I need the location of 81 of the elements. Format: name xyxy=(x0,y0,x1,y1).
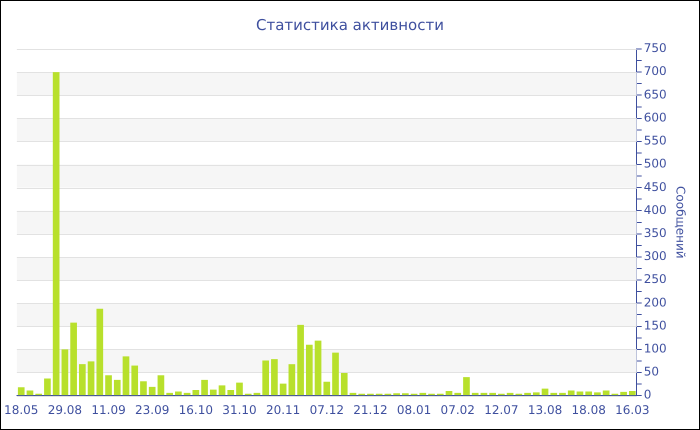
bar xyxy=(542,388,548,396)
bar xyxy=(288,364,296,396)
y-tick-label: 450 xyxy=(644,180,667,194)
x-tick-label: 23.09 xyxy=(135,402,170,417)
bar xyxy=(463,377,470,396)
bar xyxy=(44,378,51,396)
y-tick-label: 350 xyxy=(644,226,667,240)
y-tick-label: 100 xyxy=(644,342,667,356)
bar xyxy=(314,340,322,396)
bar xyxy=(26,390,34,396)
y-axis-title: Сообщений xyxy=(674,186,688,259)
bar xyxy=(297,324,304,396)
bar xyxy=(105,375,112,396)
bar xyxy=(446,390,452,396)
bar xyxy=(594,392,601,396)
bar xyxy=(262,360,270,396)
bar xyxy=(576,391,584,396)
x-tick-label: 29.08 xyxy=(48,402,82,417)
bar xyxy=(218,385,226,396)
bar xyxy=(227,390,234,396)
x-tick-label: 12.07 xyxy=(484,402,519,417)
x-tick-label: 20.11 xyxy=(266,402,300,417)
y-tick-label: 300 xyxy=(644,249,667,264)
x-tick-label: 08.01 xyxy=(396,402,432,417)
bar xyxy=(62,349,68,396)
bar xyxy=(88,361,94,396)
bar xyxy=(559,392,566,396)
x-tick-label: 18.08 xyxy=(572,402,606,417)
bar xyxy=(271,359,278,396)
y-tick-label: 50 xyxy=(644,364,659,379)
bar xyxy=(585,391,592,396)
bar xyxy=(79,364,86,396)
bar xyxy=(340,372,348,396)
y-tick-label: 250 xyxy=(644,272,667,286)
y-tick-label: 650 xyxy=(644,87,667,102)
x-tick-label: 07.02 xyxy=(440,402,475,417)
bar xyxy=(524,392,531,396)
bar xyxy=(148,386,156,396)
bar xyxy=(602,390,610,396)
bar xyxy=(568,390,575,396)
bar xyxy=(332,352,339,396)
bar xyxy=(280,384,286,396)
y-tick-label: 550 xyxy=(644,134,667,148)
bar xyxy=(236,382,243,396)
chart-title: Статистика активности xyxy=(256,16,444,34)
y-tick-label: 750 xyxy=(644,41,667,56)
bar xyxy=(620,392,627,396)
bar xyxy=(175,391,182,396)
bar xyxy=(131,366,138,396)
bar xyxy=(254,392,260,396)
bar xyxy=(192,390,200,396)
bar xyxy=(114,380,121,396)
bar xyxy=(122,356,130,396)
x-tick-label: 21.12 xyxy=(353,402,388,417)
bar xyxy=(350,392,356,396)
bar xyxy=(480,392,488,396)
bar xyxy=(323,382,330,396)
x-tick-label: 11.09 xyxy=(91,402,126,417)
bar xyxy=(158,375,164,396)
bar xyxy=(70,322,77,396)
bar xyxy=(140,381,147,396)
x-tick-label: 07.12 xyxy=(310,402,344,417)
x-tick-label: 16.10 xyxy=(178,402,214,417)
y-tick-label: 200 xyxy=(644,295,667,310)
y-tick-label: 0 xyxy=(644,388,652,402)
bar xyxy=(18,387,25,396)
y-tick-label: 400 xyxy=(644,202,667,217)
bar xyxy=(210,390,217,396)
bar xyxy=(96,308,104,396)
y-tick-label: 600 xyxy=(644,110,667,124)
bar xyxy=(201,380,208,396)
bar xyxy=(306,344,313,396)
y-tick-label: 150 xyxy=(644,318,667,332)
y-tick-label: 700 xyxy=(644,64,667,78)
x-tick-label: 31.10 xyxy=(222,402,257,417)
x-tick-label: 16.03 xyxy=(615,402,650,417)
x-tick-label: 18.05 xyxy=(4,402,38,417)
y-tick-label: 500 xyxy=(644,156,667,171)
x-tick-label: 13.08 xyxy=(528,402,562,417)
bar xyxy=(628,390,636,396)
bar xyxy=(52,72,60,396)
